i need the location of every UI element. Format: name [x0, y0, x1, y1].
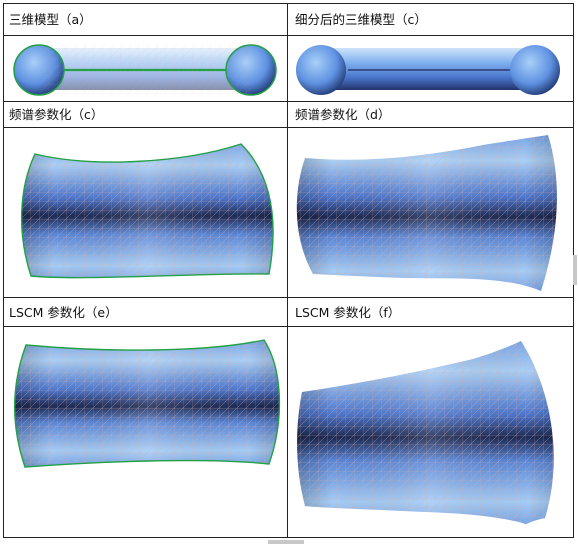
- caption-f: LSCM 参数化（f）: [295, 305, 401, 320]
- lscm-parameterization-f: [297, 341, 554, 525]
- table-column-divider: [287, 3, 288, 538]
- table-border-left: [3, 3, 4, 538]
- vertical-scroll-thumb[interactable]: [573, 255, 577, 285]
- table-row-divider: [3, 101, 574, 102]
- horizontal-scroll-thumb[interactable]: [268, 540, 304, 544]
- table-row-divider: [3, 35, 574, 36]
- caption-e: LSCM 参数化（e）: [9, 305, 118, 320]
- figure-table: 三维模型（a） 细分后的三维模型（c） 频谱参数化（c） 频谱参数化（d） LS…: [3, 3, 574, 538]
- figure-graphics: [13, 44, 560, 525]
- caption-b: 细分后的三维模型（c）: [295, 12, 427, 27]
- table-row-divider: [3, 326, 574, 327]
- caption-a: 三维模型（a）: [9, 12, 92, 27]
- table-border-bottom: [3, 537, 574, 538]
- spectral-parameterization-c: [20, 143, 274, 279]
- table-row-divider: [3, 127, 574, 128]
- caption-c: 频谱参数化（c）: [9, 107, 104, 122]
- table-row-divider: [3, 297, 574, 298]
- cylinder-model-a: [13, 44, 277, 96]
- table-border-top: [3, 3, 574, 4]
- cylinder-model-subdivided: [296, 45, 560, 95]
- caption-d: 频谱参数化（d）: [295, 107, 391, 122]
- spectral-parameterization-d: [296, 135, 557, 291]
- lscm-parameterization-e: [13, 339, 281, 468]
